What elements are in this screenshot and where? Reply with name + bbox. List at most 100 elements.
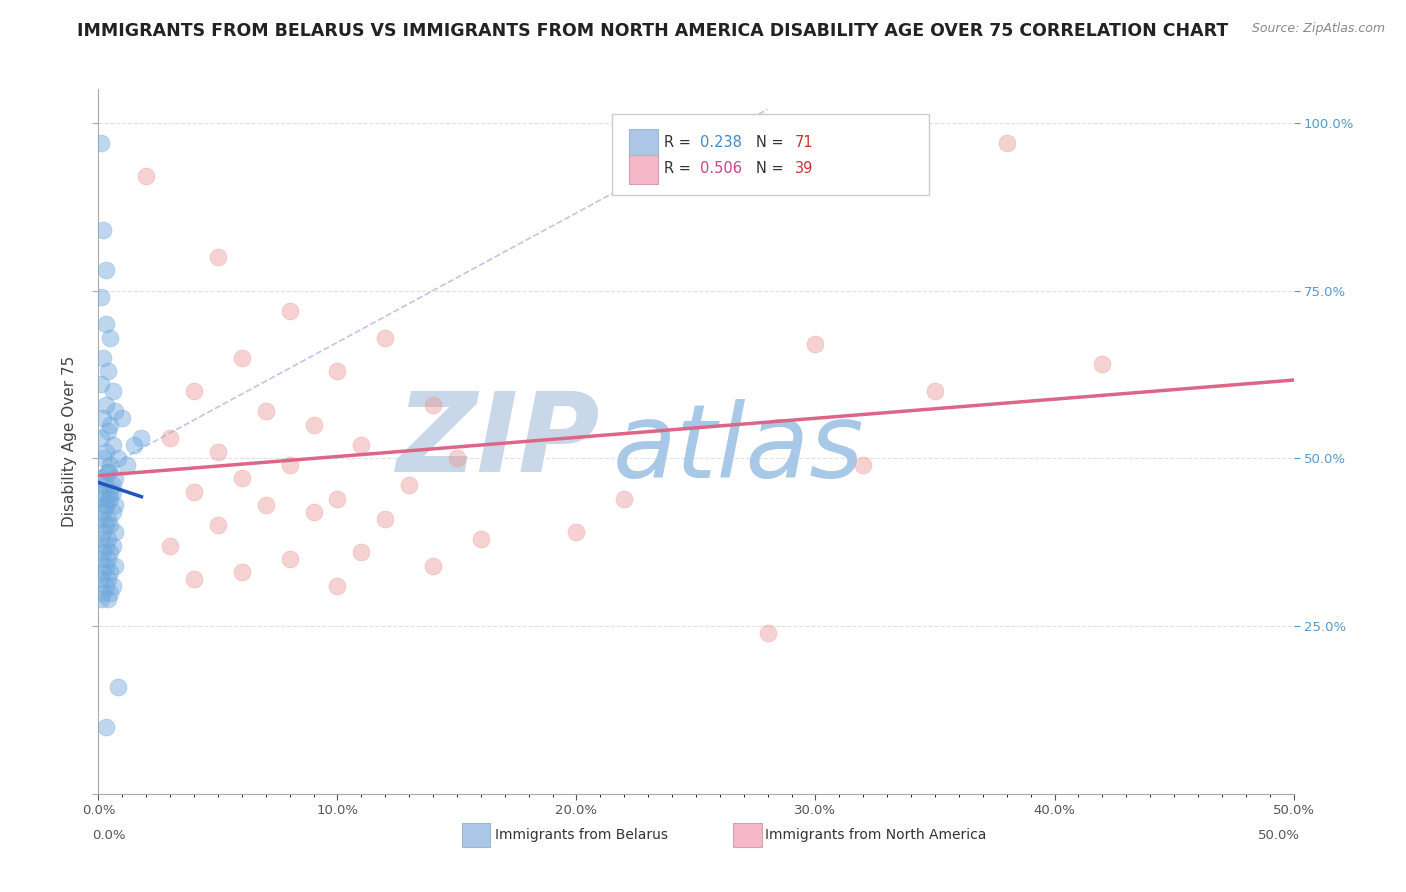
Point xyxy=(278,458,301,472)
Point xyxy=(90,491,112,506)
Point xyxy=(207,250,229,264)
Point xyxy=(115,458,138,472)
FancyBboxPatch shape xyxy=(628,155,658,184)
Point xyxy=(804,337,827,351)
Point xyxy=(94,444,117,458)
Point xyxy=(101,478,124,492)
Point xyxy=(97,592,120,607)
FancyBboxPatch shape xyxy=(628,128,658,157)
Point xyxy=(104,525,127,540)
Point xyxy=(613,491,636,506)
Point xyxy=(97,512,120,526)
Point xyxy=(254,404,277,418)
Point xyxy=(104,498,127,512)
Y-axis label: Disability Age Over 75: Disability Age Over 75 xyxy=(62,356,77,527)
Point xyxy=(446,451,468,466)
Point xyxy=(94,558,117,573)
Point xyxy=(91,525,114,540)
Point xyxy=(90,431,112,445)
Point xyxy=(422,558,444,573)
Point xyxy=(91,478,114,492)
Point xyxy=(97,465,120,479)
Point xyxy=(98,566,122,580)
Point xyxy=(101,438,124,452)
Text: R =: R = xyxy=(664,161,695,176)
Point xyxy=(98,458,122,472)
Point xyxy=(98,417,122,432)
Point xyxy=(97,552,120,566)
Point xyxy=(90,290,112,304)
Point xyxy=(97,532,120,546)
Point xyxy=(374,512,396,526)
Point xyxy=(278,552,301,566)
Point xyxy=(94,398,117,412)
Point xyxy=(104,558,127,573)
Point xyxy=(97,425,120,439)
Point xyxy=(302,417,325,432)
Point xyxy=(101,484,124,499)
Point xyxy=(131,431,153,445)
Text: Source: ZipAtlas.com: Source: ZipAtlas.com xyxy=(1251,22,1385,36)
Point xyxy=(94,263,117,277)
Text: atlas: atlas xyxy=(613,399,863,499)
Point xyxy=(159,431,181,445)
Point xyxy=(91,566,114,580)
Point xyxy=(94,317,117,331)
Point xyxy=(90,136,112,150)
Point xyxy=(94,498,117,512)
Text: 71: 71 xyxy=(796,136,814,150)
Point xyxy=(98,585,122,599)
Point xyxy=(470,532,492,546)
Point xyxy=(90,532,112,546)
Point xyxy=(422,398,444,412)
Text: 0.506: 0.506 xyxy=(700,161,741,176)
Point xyxy=(98,491,122,506)
Point xyxy=(98,518,122,533)
Text: 0.0%: 0.0% xyxy=(93,829,127,842)
Point xyxy=(107,451,129,466)
FancyBboxPatch shape xyxy=(613,114,929,194)
Text: IMMIGRANTS FROM BELARUS VS IMMIGRANTS FROM NORTH AMERICA DISABILITY AGE OVER 75 : IMMIGRANTS FROM BELARUS VS IMMIGRANTS FR… xyxy=(77,22,1229,40)
Point xyxy=(852,458,875,472)
Point xyxy=(135,169,157,184)
Point xyxy=(278,303,301,318)
Point xyxy=(98,545,122,559)
Point xyxy=(183,484,205,499)
Point xyxy=(183,572,205,586)
Text: 39: 39 xyxy=(796,161,814,176)
Point xyxy=(91,411,114,425)
Point xyxy=(350,438,373,452)
Text: ZIP: ZIP xyxy=(396,388,600,495)
Point xyxy=(756,625,779,640)
Text: R =: R = xyxy=(664,136,695,150)
Point xyxy=(91,585,114,599)
Point xyxy=(91,484,114,499)
Point xyxy=(326,579,349,593)
Point xyxy=(326,364,349,378)
Point xyxy=(183,384,205,399)
Text: Immigrants from Belarus: Immigrants from Belarus xyxy=(495,829,668,842)
Point xyxy=(231,566,253,580)
Point xyxy=(97,572,120,586)
Point xyxy=(231,351,253,365)
Point xyxy=(326,491,349,506)
Point xyxy=(207,444,229,458)
Text: 0.238: 0.238 xyxy=(700,136,741,150)
Point xyxy=(94,579,117,593)
Point xyxy=(398,478,420,492)
Point xyxy=(91,451,114,466)
Point xyxy=(1091,357,1114,371)
Point xyxy=(924,384,946,399)
Point xyxy=(91,545,114,559)
Point xyxy=(302,505,325,519)
Point xyxy=(97,491,120,506)
Point xyxy=(90,512,112,526)
Point xyxy=(101,579,124,593)
Point xyxy=(254,498,277,512)
Point xyxy=(98,484,122,499)
Point xyxy=(94,539,117,553)
Point xyxy=(107,680,129,694)
Point xyxy=(91,505,114,519)
Point xyxy=(565,525,588,540)
Point xyxy=(995,136,1018,150)
